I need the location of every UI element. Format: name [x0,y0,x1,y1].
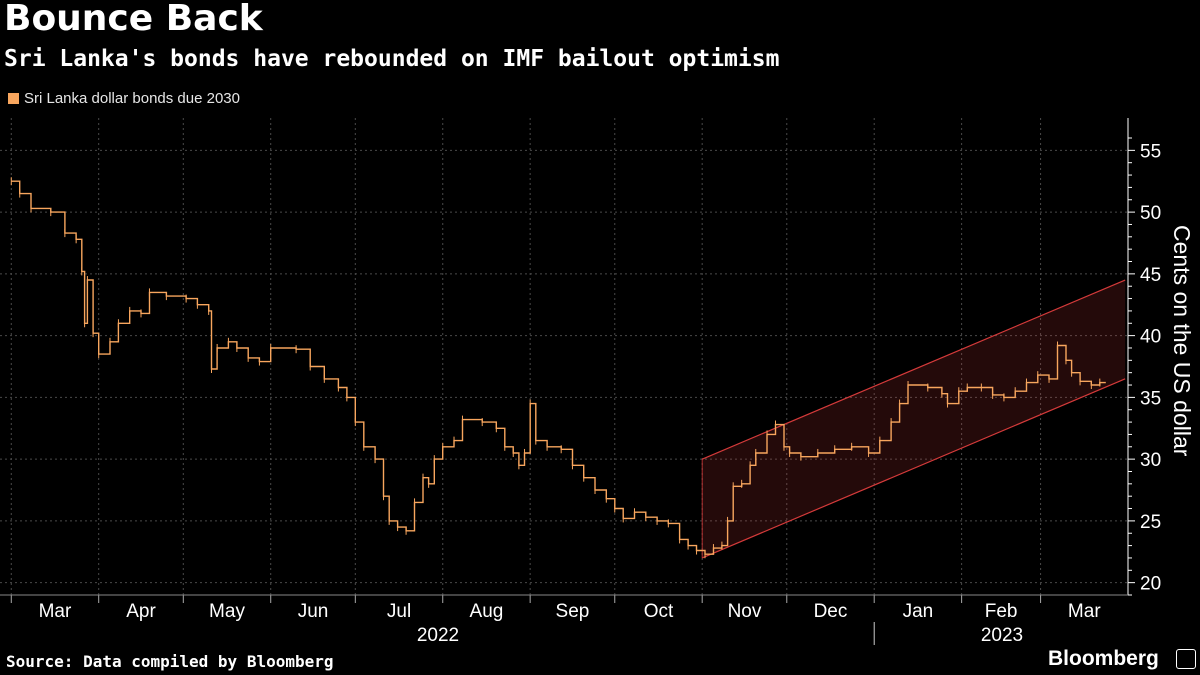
x-month-label: Feb [985,601,1018,622]
y-tick-label: 30 [1140,450,1161,471]
grid [0,118,1128,595]
x-month-label: Nov [728,601,762,622]
x-month-label: Aug [470,601,504,622]
x-month-label: Sep [556,601,590,622]
x-year-label: 2023 [981,625,1023,646]
channel-annotation [701,279,1126,559]
source-note: Source: Data compiled by Bloomberg [6,652,334,671]
x-month-label: Apr [126,601,156,622]
x-month-label: Oct [644,601,674,622]
y-tick-label: 20 [1140,574,1161,595]
y-tick-label: 50 [1140,203,1161,224]
channel-lower-line [701,378,1126,559]
channel-fill [702,280,1126,558]
chart-title: Bounce Back [4,0,263,39]
x-month-label: Jun [298,601,329,622]
y-tick-label: 45 [1140,265,1161,286]
bloomberg-logo: Bloomberg [1048,647,1159,670]
x-month-label: May [209,601,245,622]
y-tick-label: 25 [1140,512,1161,533]
legend: Sri Lanka dollar bonds due 2030 [8,90,240,107]
x-month-label: Jan [903,601,934,622]
y-tick-label: 40 [1140,327,1161,348]
x-month-label: Dec [814,601,848,622]
y-tick-label: 35 [1140,388,1161,409]
y-axis-title: Cents on the US dollar [1169,225,1195,457]
chart-subtitle: Sri Lanka's bonds have rebounded on IMF … [4,46,780,72]
x-month-label: Mar [39,601,72,622]
x-month-label: Mar [1068,601,1101,622]
bloomberg-badge-icon [1176,649,1196,669]
x-year-label: 2022 [417,625,459,646]
legend-swatch [8,93,19,104]
y-tick-label: 55 [1140,141,1161,162]
axes: 20 25 30 35 40 45 50 55 Cents on the US dollar Ma… [0,118,1195,646]
series-layer [10,177,1106,559]
channel-upper-line [701,279,1126,460]
legend-label: Sri Lanka dollar bonds due 2030 [24,90,240,107]
x-month-label: Jul [387,601,411,622]
